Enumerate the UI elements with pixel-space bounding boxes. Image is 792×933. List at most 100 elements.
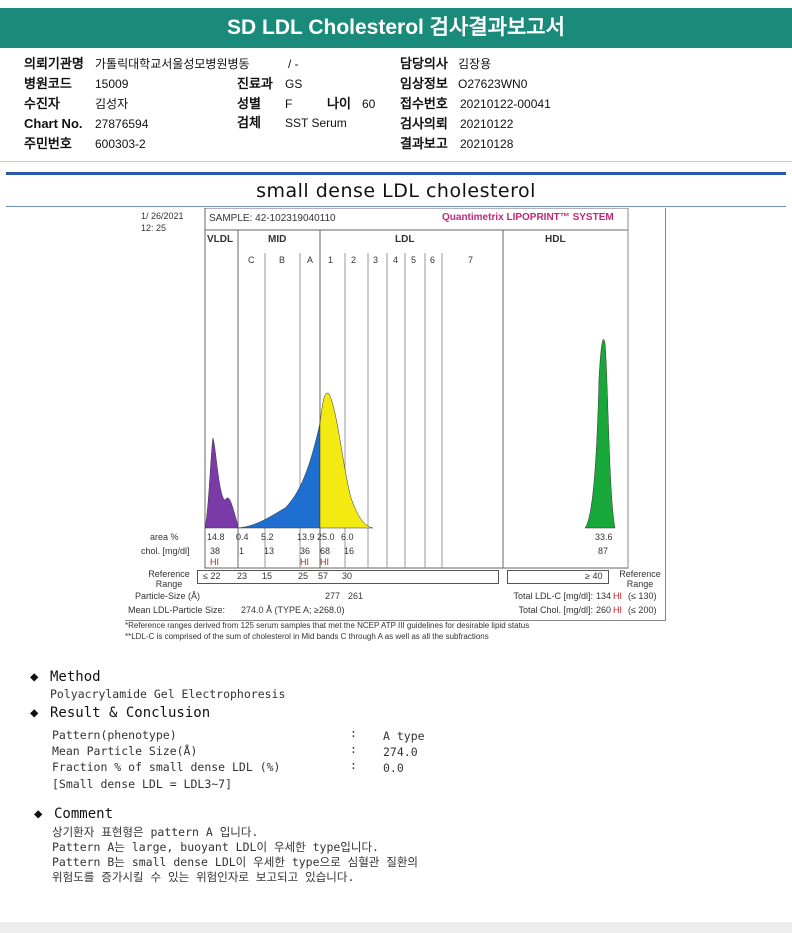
reference-value: 25 [298,571,309,581]
clinical: O27623WN0 [458,77,528,91]
reference-box [197,570,499,584]
reference-value: 57 [318,571,329,581]
age-label: 나이 [327,96,351,111]
area-value: 13.9 [297,532,315,542]
chol-value: 38 [210,546,221,556]
receipt-label: 접수번호 [400,96,448,111]
total-chol: 260 [596,605,612,615]
hospital-code: 15009 [95,77,129,91]
ldl-peak [319,392,374,529]
doctor: 김장용 [458,57,492,71]
area-value: 14.8 [207,532,225,542]
chol-value: 87 [598,546,609,556]
chol-value: 36 [300,546,311,556]
band-label: C [248,255,255,265]
sample-id: SAMPLE: 42-102319040110 [209,213,336,224]
chol-value: 68 [320,546,331,556]
reference-box-hdl [507,570,609,584]
plot-frame [204,208,629,569]
chol-label: chol. [mg/dl] [141,546,190,556]
patient-label: 수진자 [24,96,60,111]
method-text: Polyacrylamide Gel Electrophoresis [50,687,286,701]
hi-flag: HI [300,557,309,567]
group-label: LDL [395,234,415,245]
band-label: 1 [328,255,334,265]
electrophoresis-plot [204,208,629,569]
result-key: Mean Particle Size(Å) [52,744,198,758]
result-value: 0.0 [383,761,404,775]
particle-size-1: 277 [325,591,341,601]
report-date: 20210128 [460,137,514,151]
result-value: 274.0 [383,745,418,759]
institution-label: 의뢰기관명 [24,56,84,71]
group-label: MID [268,234,287,245]
total-ldl: 134 [596,591,612,601]
diamond-bullet-icon: ◆ [30,669,39,685]
band-label: 5 [411,255,417,265]
result-value: A type [383,729,425,743]
total-ldl-ref: (≤ 130) [628,591,657,601]
dept-label: 진료과 [237,76,273,91]
band-label: 7 [468,255,474,265]
particle-size-2: 261 [348,591,364,601]
age: 60 [362,97,376,111]
total-chol-hi: HI [613,605,622,615]
result-heading: Result & Conclusion [50,705,211,721]
comment-line: 위험도를 증가시킬 수 있는 위험인자로 보고되고 있습니다. [52,870,355,884]
total-ldl-label: Total LDL-C [mg/dl]: [513,591,593,601]
print-date: 1/ 26/2021 [141,211,184,221]
mean-size-label: Mean LDL-Particle Size: [128,605,226,615]
receipt: 20210122-00041 [460,97,551,111]
colon: : [350,742,357,756]
chol-value: 1 [239,546,245,556]
sex-label: 성별 [237,96,261,111]
band-label: B [279,255,286,265]
specimen: SST Serum [285,116,347,130]
print-time: 12: 25 [141,223,167,233]
reference-value: 30 [342,571,353,581]
area-value: 0.4 [236,532,249,542]
method-heading: Method [50,669,101,685]
institution: 가톨릭대학교서울성모병원병동 [95,57,250,71]
band-label: 2 [351,255,357,265]
chart-label: Chart No. [24,116,83,131]
band-label: 4 [393,255,399,265]
particle-size-label: Particle-Size (Å) [135,591,201,601]
reference-value-hdl: ≥ 40 [585,571,603,581]
reference-value: ≤ 22 [203,571,221,581]
request: 20210122 [460,117,514,131]
result-key: Fraction % of small dense LDL (%) [52,760,281,774]
group-label: VLDL [207,234,234,245]
hospital-code-label: 병원코드 [24,76,72,91]
specimen-label: 검체 [237,115,261,130]
diamond-bullet-icon: ◆ [30,705,39,721]
reference-label-hdl: Reference Range [619,569,661,589]
band-label: 3 [373,255,379,265]
diamond-bullet-icon: ◆ [34,806,43,822]
comment-heading: Comment [54,806,114,822]
chart-no: 27876594 [95,117,149,131]
hi-flag: HI [320,557,329,567]
total-ldl-hi: HI [613,591,622,601]
result-key: Pattern(phenotype) [52,728,177,742]
comment-line: 상기환자 표현형은 pattern A 입니다. [52,825,259,839]
brand-logo: Quantimetrix LIPOPRINT™ SYSTEM [442,212,614,223]
total-chol-ref: (≤ 200) [628,605,657,615]
comment-line: Pattern A는 large, buoyant LDL이 우세한 type입… [52,840,379,854]
ssn-label: 주민번호 [24,136,72,151]
figure-title: small dense LDL cholesterol [256,180,536,202]
footnote-1: *Reference ranges derived from 125 serum… [125,621,530,630]
chol-value: 13 [264,546,275,556]
vldl-peak [204,437,239,529]
mean-size: 274.0 Å (TYPE A; ≥268.0) [241,605,345,615]
area-value: 5.2 [261,532,274,542]
request-label: 검사의뢰 [400,116,448,131]
total-chol-label: Total Chol. [mg/dl]: [518,605,593,615]
divider [0,161,792,162]
hdl-peak [584,339,616,529]
reference-label: Reference Range [148,569,190,589]
doctor-label: 담당의사 [400,56,448,71]
band-label: A [307,255,314,265]
lipoprint-figure: 1/ 26/2021 12: 25 SAMPLE: 42-10231904011… [125,208,666,621]
report-date-label: 결과보고 [400,136,448,151]
